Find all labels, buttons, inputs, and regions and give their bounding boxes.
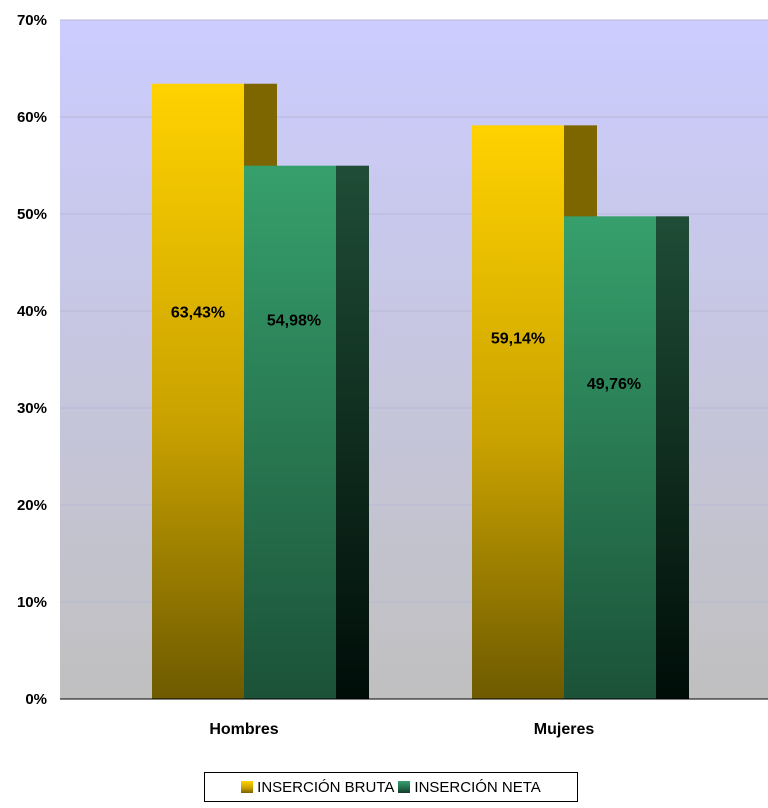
legend-label-bruta: INSERCIÓN BRUTA bbox=[257, 778, 395, 796]
y-axis: 0% 10% 20% 30% 40% 50% 60% 70% bbox=[17, 12, 768, 708]
bar bbox=[564, 216, 656, 699]
y-tick-label: 60% bbox=[17, 109, 47, 126]
x-tick-label: Mujeres bbox=[534, 721, 595, 738]
data-label: 59,14% bbox=[491, 330, 545, 347]
data-labels: 63,43% 54,98% 59,14% 49,76% bbox=[171, 305, 641, 394]
y-tick-label: 30% bbox=[17, 400, 47, 417]
legend-swatch-bruta bbox=[241, 781, 254, 793]
x-tick-label: Hombres bbox=[209, 721, 278, 738]
x-axis: Hombres Mujeres bbox=[209, 721, 594, 738]
y-tick-label: 40% bbox=[17, 303, 47, 320]
bar bbox=[244, 165, 336, 700]
y-tick-label: 10% bbox=[17, 594, 47, 611]
data-label: 63,43% bbox=[171, 305, 225, 322]
legend-swatch-neta bbox=[398, 781, 411, 793]
bar-side bbox=[336, 165, 369, 700]
y-tick-label: 20% bbox=[17, 497, 47, 514]
bars bbox=[152, 83, 689, 700]
bar-side bbox=[656, 216, 689, 699]
legend-label-neta: INSERCIÓN NETA bbox=[414, 778, 541, 796]
bar bbox=[152, 83, 244, 699]
legend-item-neta: INSERCIÓN NETA bbox=[398, 778, 541, 796]
y-tick-label: 0% bbox=[25, 691, 47, 708]
legend: INSERCIÓN BRUTA INSERCIÓN NETA bbox=[204, 772, 578, 802]
y-tick-label: 50% bbox=[17, 206, 47, 223]
bar bbox=[472, 125, 564, 700]
data-label: 49,76% bbox=[587, 376, 641, 393]
legend-item-bruta: INSERCIÓN BRUTA bbox=[241, 779, 394, 796]
y-tick-label: 70% bbox=[17, 12, 47, 29]
data-label: 54,98% bbox=[267, 313, 321, 330]
